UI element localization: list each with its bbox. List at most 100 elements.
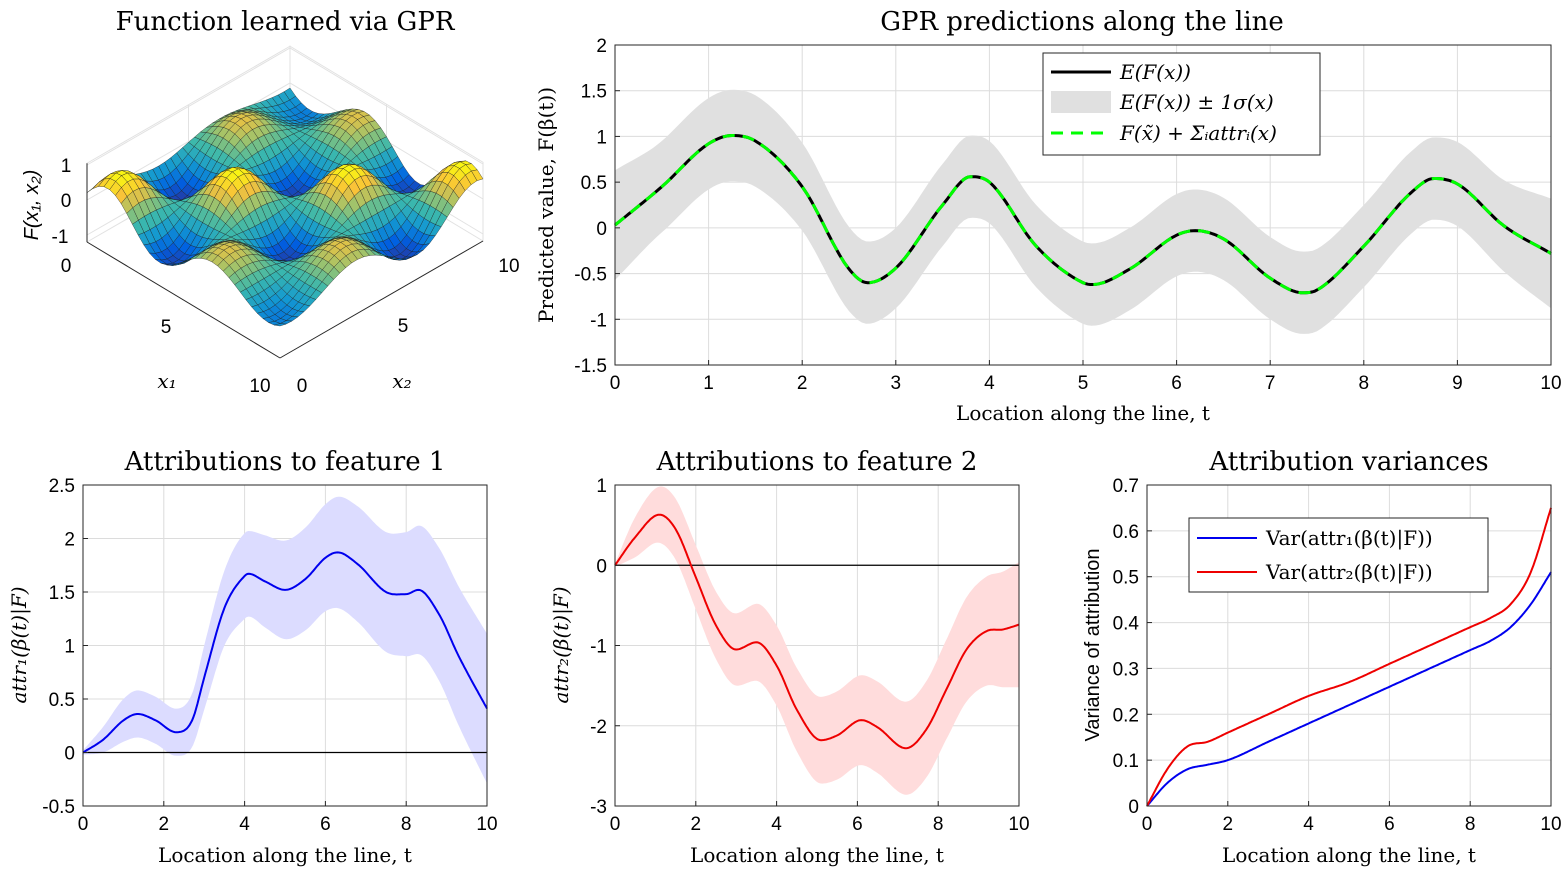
x-tick-label: 2 [1223, 814, 1234, 835]
surface-ztick: 0 [61, 191, 72, 212]
variance-panel: Attribution variances 0 2 4 6 8 10 0.7 0.6 0.5 0.… [1082, 447, 1562, 867]
surface-mesh [86, 87, 484, 327]
attr1-band [83, 496, 487, 784]
y-tick-label: 2 [596, 36, 607, 57]
y-tick-label: 0.1 [1113, 751, 1139, 772]
variance-plot-area [1146, 507, 1552, 807]
attr1-line [82, 551, 488, 754]
y-tick-label: 0.6 [1113, 522, 1139, 543]
attr2-panel: Attributions to feature 2 0 2 4 6 8 1010-1-2-… [549, 447, 1030, 867]
x-tick-label: 0 [78, 814, 89, 835]
legend-entry-band: E(F(x)) ± 1σ(x) [1119, 90, 1274, 114]
y-tick-label: 0 [64, 744, 75, 765]
x2-axis-line [279, 240, 484, 359]
legend-swatch-band [1051, 91, 1111, 113]
y-tick-label: 0.7 [1113, 476, 1139, 497]
variance-legend-box [1188, 517, 1489, 593]
legend-entry-mean: E(F(x)) [1119, 60, 1191, 84]
legend-entry-var1: Var(attr₁(β(t)|F)) [1265, 526, 1433, 551]
x-tick-label: 8 [1359, 373, 1370, 394]
gpr-panel: GPR predictions along the line 0 1 2 3 4 5 6 7 8… [534, 7, 1562, 425]
y-tick-label: 0.4 [1113, 614, 1140, 635]
surface-ztick: 1 [61, 156, 72, 177]
surface-ytick: 5 [398, 316, 409, 337]
x-tick-label: 10 [476, 814, 497, 835]
x-tick-label: 2 [797, 373, 808, 394]
x-tick-label: 8 [1465, 814, 1476, 835]
y-tick-label: 1.5 [49, 583, 75, 604]
x-tick-label: 4 [984, 373, 995, 394]
surface-panel: Function learned via GPR F(x₁, x₂) x₁ x₂… [21, 7, 520, 397]
surface-ytick: 0 [297, 376, 308, 397]
attr2-ylabel: attr₂(β(t)|F) [549, 586, 574, 703]
y-tick-label: -0.5 [574, 265, 607, 286]
x-tick-label: 2 [159, 814, 170, 835]
x-tick-label: 2 [691, 814, 702, 835]
x-tick-label: 4 [771, 814, 782, 835]
panel1-title: Function learned via GPR [116, 7, 456, 37]
x-tick-label: 1 [703, 373, 714, 394]
y-tick-label: 1 [64, 637, 75, 658]
attr2-xlabel: Location along the line, t [690, 843, 944, 867]
surface-xtick: 0 [61, 256, 72, 277]
surface-ytick: 10 [498, 256, 519, 277]
y-tick-label: 1.5 [581, 82, 607, 103]
variance-axes-box [1146, 484, 1552, 807]
attribution-sum-line [614, 134, 1552, 295]
attr1-plot-area [82, 496, 488, 784]
y-tick-label: -0.5 [42, 797, 75, 818]
gpr-xlabel: Location along the line, t [956, 401, 1210, 425]
x-tick-label: 0 [610, 373, 621, 394]
y-tick-label: 0.2 [1113, 705, 1139, 726]
x-tick-label: 6 [1384, 814, 1395, 835]
confidence-band [615, 89, 1551, 334]
variance-ylabel: Variance of attribution [1082, 548, 1104, 741]
y-tick-label: -1 [590, 310, 607, 331]
y-tick-label: 0.5 [1113, 568, 1139, 589]
x-tick-label: 8 [933, 814, 944, 835]
x-tick-label: 9 [1452, 373, 1463, 394]
x-tick-label: 3 [891, 373, 902, 394]
variance-xlabel: Location along the line, t [1222, 843, 1476, 867]
x-tick-label: 10 [1540, 814, 1561, 835]
y-tick-label: 1 [596, 127, 607, 148]
panel4-title: Attributions to feature 2 [656, 447, 978, 477]
surface-zlabel: F(x₁, x₂) [21, 170, 43, 241]
attr2-plot-area [614, 486, 1020, 795]
y-tick-label: 0 [596, 556, 607, 577]
y-tick-label: 0 [1128, 797, 1139, 818]
surface-xlabel: x₁ [157, 369, 176, 393]
x-tick-label: 4 [239, 814, 250, 835]
legend-entry-sum: F(x̃) + Σᵢattrᵢ(x) [1119, 121, 1277, 145]
x-tick-label: 10 [1008, 814, 1029, 835]
attr2-line [614, 513, 1020, 750]
x-tick-label: 7 [1265, 373, 1276, 394]
x-tick-label: 8 [401, 814, 412, 835]
y-tick-label: 0 [596, 219, 607, 240]
gpr-legend: E(F(x)) E(F(x)) ± 1σ(x) F(x̃) + Σᵢattrᵢ(… [1042, 52, 1321, 156]
variance-line-1 [1146, 571, 1552, 807]
gpr-ticks: 0 1 2 3 4 5 6 7 8 9 10 2 1.5 1 0.5 0 -0.5 -1 -1.5 [574, 36, 1561, 394]
x-tick-label: 0 [610, 814, 621, 835]
variance-line-2 [1146, 507, 1552, 807]
y-tick-label: -1.5 [574, 356, 607, 377]
y-tick-label: 0.5 [49, 690, 75, 711]
attr2-band [615, 486, 1019, 795]
x-tick-label: 6 [852, 814, 863, 835]
panel3-title: Attributions to feature 1 [124, 447, 446, 477]
y-tick-label: 2 [64, 530, 75, 551]
attr1-ticks: 0 2 4 6 8 102.521.510.50-0.5 [42, 476, 497, 835]
variance-ticks: 0 2 4 6 8 10 0.7 0.6 0.5 0.4 0.3 0.2 0.1 0 [1113, 476, 1562, 835]
surface-ylabel: x₂ [392, 369, 411, 393]
x-tick-label: 6 [320, 814, 331, 835]
attr1-xlabel: Location along the line, t [158, 843, 412, 867]
x1-axis-line [86, 241, 281, 359]
x-tick-label: 5 [1078, 373, 1089, 394]
attr1-panel: Attributions to feature 1 0 2 4 6 8 102.521.5… [7, 447, 498, 867]
x-tick-label: 0 [1142, 814, 1153, 835]
variance-legend: Var(attr₁(β(t)|F)) Var(attr₂(β(t)|F)) [1188, 517, 1489, 593]
y-tick-label: 2.5 [49, 476, 75, 497]
y-tick-label: -1 [590, 637, 607, 658]
legend-entry-var2: Var(attr₂(β(t)|F)) [1265, 560, 1433, 585]
x-tick-label: 10 [1540, 373, 1561, 394]
